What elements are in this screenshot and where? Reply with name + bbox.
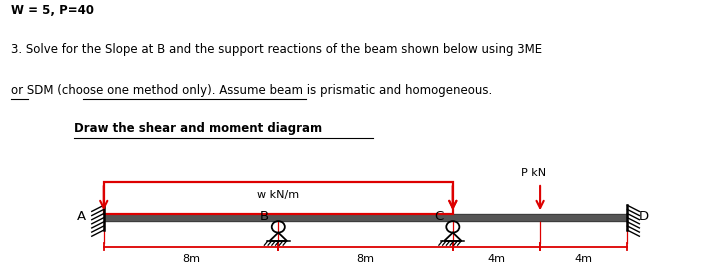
Text: w kN/m: w kN/m (257, 190, 299, 200)
Text: D: D (638, 210, 649, 223)
Text: 8m: 8m (182, 254, 200, 264)
Text: 3. Solve for the Slope at B and the support reactions of the beam shown below us: 3. Solve for the Slope at B and the supp… (11, 43, 542, 56)
Text: B: B (259, 210, 269, 223)
Text: C: C (434, 210, 444, 223)
Text: 4m: 4m (487, 254, 505, 264)
Text: W = 5, P=40: W = 5, P=40 (11, 4, 93, 17)
Text: or SDM (choose one method only). Assume beam is prismatic and homogeneous.: or SDM (choose one method only). Assume … (11, 84, 492, 97)
Text: A: A (77, 210, 86, 223)
Text: 4m: 4m (575, 254, 593, 264)
Text: P kN: P kN (521, 167, 546, 178)
Text: Draw the shear and moment diagram: Draw the shear and moment diagram (74, 122, 322, 135)
Text: 8m: 8m (356, 254, 375, 264)
